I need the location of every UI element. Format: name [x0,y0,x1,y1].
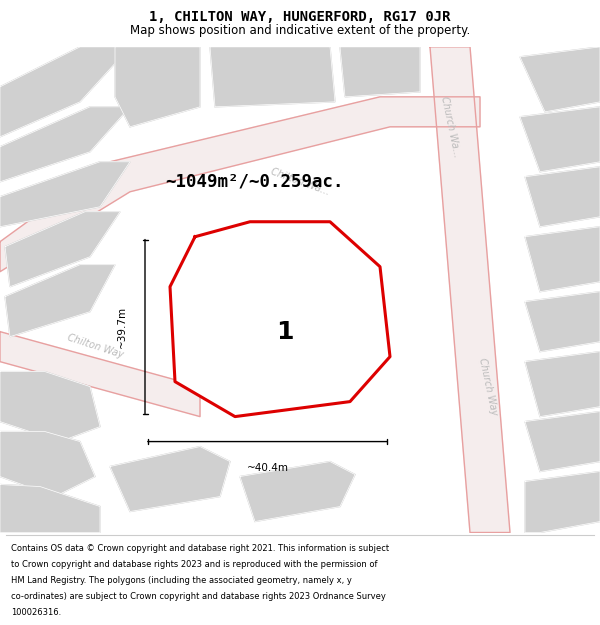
Polygon shape [0,332,200,417]
Polygon shape [5,265,115,337]
Polygon shape [115,47,200,127]
Text: ~40.4m: ~40.4m [247,463,289,473]
Polygon shape [210,47,335,107]
Polygon shape [0,372,100,442]
Text: 1: 1 [276,319,294,344]
Text: Chilton Way: Chilton Way [65,333,124,361]
Text: Church Way: Church Way [477,357,499,416]
Text: to Crown copyright and database rights 2023 and is reproduced with the permissio: to Crown copyright and database rights 2… [11,560,377,569]
Polygon shape [0,47,130,137]
Polygon shape [0,162,130,227]
Polygon shape [0,484,100,532]
Text: HM Land Registry. The polygons (including the associated geometry, namely x, y: HM Land Registry. The polygons (includin… [11,576,352,585]
Polygon shape [525,352,600,417]
Text: co-ordinates) are subject to Crown copyright and database rights 2023 Ordnance S: co-ordinates) are subject to Crown copyr… [11,592,386,601]
Polygon shape [0,107,130,182]
Polygon shape [520,107,600,172]
Polygon shape [230,262,355,382]
Text: Church Wa...: Church Wa... [439,96,461,158]
Polygon shape [525,412,600,471]
Polygon shape [0,432,95,496]
Polygon shape [340,47,420,97]
Text: ~1049m²/~0.259ac.: ~1049m²/~0.259ac. [165,173,343,191]
Polygon shape [525,471,600,532]
Text: Map shows position and indicative extent of the property.: Map shows position and indicative extent… [130,24,470,36]
Polygon shape [170,222,390,417]
Polygon shape [110,447,230,511]
Polygon shape [5,212,120,287]
Text: Chilton Wa...: Chilton Wa... [269,166,331,197]
Text: 1, CHILTON WAY, HUNGERFORD, RG17 0JR: 1, CHILTON WAY, HUNGERFORD, RG17 0JR [149,10,451,24]
Polygon shape [430,47,510,532]
Polygon shape [525,167,600,227]
Polygon shape [520,47,600,112]
Text: Contains OS data © Crown copyright and database right 2021. This information is : Contains OS data © Crown copyright and d… [11,544,389,552]
Polygon shape [0,97,480,272]
Text: ~39.7m: ~39.7m [117,306,127,348]
Text: 100026316.: 100026316. [11,608,61,618]
Polygon shape [240,461,355,521]
Polygon shape [525,227,600,292]
Polygon shape [525,292,600,352]
